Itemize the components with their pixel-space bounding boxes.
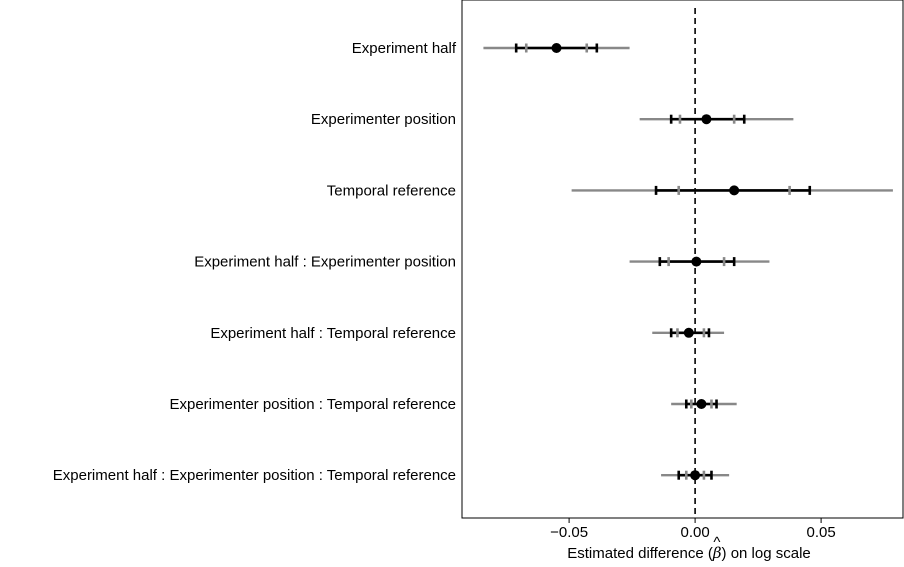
point-estimate	[551, 43, 562, 53]
term-label: Experiment half : Experimenter position	[194, 254, 456, 271]
x-tick-label: −0.05	[550, 524, 588, 541]
point-estimate	[696, 399, 707, 409]
x-axis-title-post: ) on log scale	[722, 545, 811, 562]
point-estimate	[683, 327, 694, 338]
point-estimate	[690, 470, 701, 481]
term-row	[652, 327, 725, 338]
term-label: Experimenter position	[311, 111, 456, 128]
term-row	[639, 114, 794, 125]
term-row	[483, 43, 630, 53]
term-row	[629, 256, 770, 267]
point-estimate	[729, 185, 740, 196]
x-axis-title-hat: ^	[713, 534, 720, 551]
x-axis-title-pre: Estimated difference (	[567, 545, 713, 562]
x-axis-title: Estimated difference (β) on log scale	[567, 544, 811, 562]
term-row	[661, 470, 730, 481]
term-label: Experiment half	[352, 40, 457, 57]
plot-panel	[461, 0, 904, 519]
term-row	[571, 185, 893, 196]
term-label: Experiment half : Temporal reference	[210, 325, 456, 342]
term-label: Experimenter position : Temporal referen…	[169, 396, 456, 413]
term-label: Temporal reference	[327, 182, 456, 199]
term-row	[671, 399, 737, 409]
point-estimate	[691, 256, 702, 267]
x-tick-label: 0.05	[806, 524, 835, 541]
x-tick-label: 0.00	[680, 524, 709, 541]
point-estimate	[701, 114, 712, 125]
x-axis-title-symbol: β	[712, 544, 722, 562]
term-label: Experiment half : Experimenter position …	[53, 467, 456, 484]
